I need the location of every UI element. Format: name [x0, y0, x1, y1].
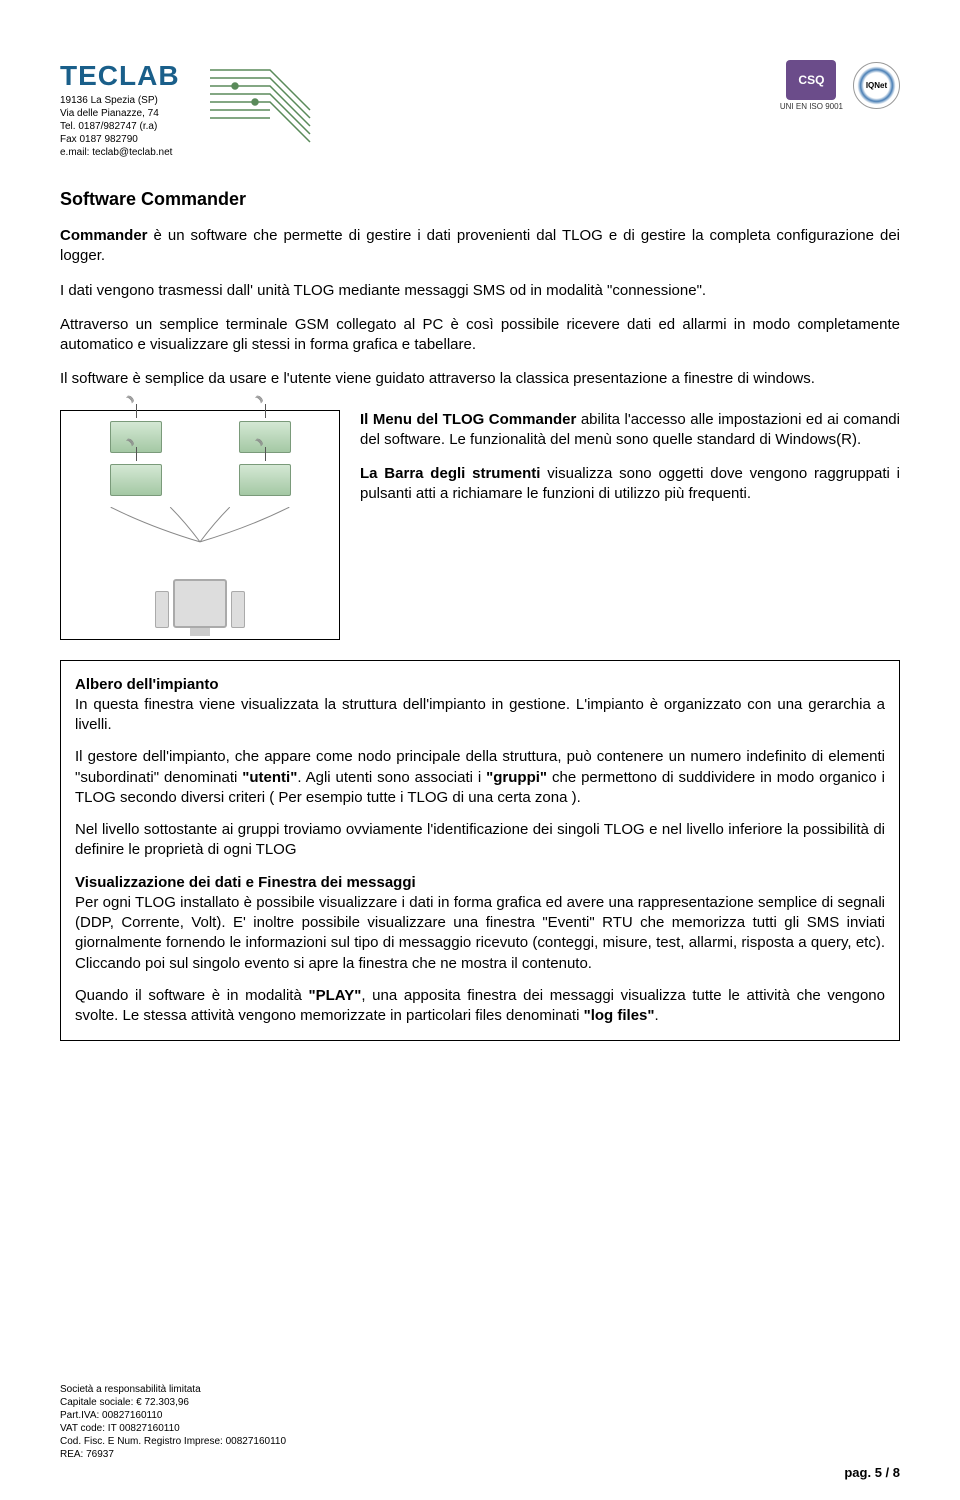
addr-line: 19136 La Spezia (SP)	[60, 94, 180, 107]
mid-text: Il Menu del TLOG Commander abilita l'acc…	[360, 410, 900, 640]
lead: La Barra degli strumenti	[360, 465, 540, 482]
header: TECLAB 19136 La Spezia (SP) Via delle Pi…	[60, 60, 900, 159]
page: TECLAB 19136 La Spezia (SP) Via delle Pi…	[0, 0, 960, 1500]
footer-line: VAT code: IT 00827160110	[60, 1422, 900, 1435]
footer: Società a responsabilità limitata Capita…	[60, 1383, 900, 1480]
sect-head: Albero dell'impianto	[75, 676, 219, 693]
intro-para: Il software è semplice da usare e l'uten…	[60, 369, 900, 389]
bold-term: "utenti"	[242, 769, 297, 786]
footer-line: Part.IVA: 00827160110	[60, 1409, 900, 1422]
footer-line: Cod. Fisc. E Num. Registro Imprese: 0082…	[60, 1435, 900, 1448]
tlog-device-icon	[239, 464, 291, 496]
lead: Commander	[60, 227, 148, 244]
box-para: Quando il software è in modalità "PLAY",…	[75, 986, 885, 1027]
page-number: pag. 5 / 8	[60, 1465, 900, 1480]
iso-label: UNI EN ISO 9001	[780, 102, 843, 111]
para-text: Nel livello sottostante ai gruppi trovia…	[75, 821, 885, 858]
intro-para: Commander è un software che permette di …	[60, 226, 900, 267]
para-text: Quando il software è in modalità	[75, 987, 308, 1004]
signal-lines-icon	[71, 507, 329, 547]
speaker-icon	[155, 591, 169, 628]
devices-row-top	[71, 421, 329, 453]
header-left: TECLAB 19136 La Spezia (SP) Via delle Pi…	[60, 60, 330, 159]
page-title: Software Commander	[60, 189, 900, 210]
addr-line: Tel. 0187/982747 (r.a)	[60, 120, 180, 133]
para-text: . Agli utenti sono associati i	[297, 769, 486, 786]
csq-badge-icon: CSQ	[786, 60, 836, 100]
computer-icon	[150, 558, 250, 628]
para-text: Attraverso un semplice terminale GSM col…	[60, 316, 900, 353]
company-logo: TECLAB	[60, 60, 180, 92]
footer-line: Capitale sociale: € 72.303,96	[60, 1396, 900, 1409]
addr-line: Via delle Pianazze, 74	[60, 107, 180, 120]
monitor-icon	[173, 579, 227, 628]
info-box: Albero dell'impianto In questa finestra …	[60, 660, 900, 1042]
header-graphic-icon	[200, 60, 330, 150]
intro-para: Attraverso un semplice terminale GSM col…	[60, 315, 900, 356]
para-text: .	[655, 1007, 659, 1024]
para-text: Il software è semplice da usare e l'uten…	[60, 370, 815, 387]
addr-line: e.mail: teclab@teclab.net	[60, 146, 180, 159]
bold-term: "PLAY"	[308, 987, 361, 1004]
para-text: è un software che permette di gestire i …	[60, 227, 900, 264]
footer-line: Società a responsabilità limitata	[60, 1383, 900, 1396]
bold-term: "log files"	[584, 1007, 655, 1024]
box-para: Nel livello sottostante ai gruppi trovia…	[75, 820, 885, 861]
tlog-device-icon	[110, 464, 162, 496]
logo-block: TECLAB 19136 La Spezia (SP) Via delle Pi…	[60, 60, 180, 159]
para-text: Per ogni TLOG installato è possibile vis…	[75, 894, 885, 972]
lead: Il Menu del TLOG Commander	[360, 411, 576, 428]
para-text: In questa finestra viene visualizzata la…	[75, 696, 885, 733]
para-text: I dati vengono trasmessi dall' unità TLO…	[60, 282, 706, 299]
footer-line: REA: 76937	[60, 1448, 900, 1461]
cert-logos: CSQ UNI EN ISO 9001 IQNet	[780, 60, 900, 111]
speaker-icon	[231, 591, 245, 628]
addr-line: Fax 0187 982790	[60, 133, 180, 146]
mid-section: Il Menu del TLOG Commander abilita l'acc…	[60, 410, 900, 640]
system-diagram	[60, 410, 340, 640]
bold-term: "gruppi"	[486, 769, 547, 786]
box-para: Il gestore dell'impianto, che appare com…	[75, 747, 885, 808]
box-para: Visualizzazione dei dati e Finestra dei …	[75, 873, 885, 974]
intro-para: I dati vengono trasmessi dall' unità TLO…	[60, 281, 900, 301]
mid-para: La Barra degli strumenti visualizza sono…	[360, 464, 900, 505]
box-para: Albero dell'impianto In questa finestra …	[75, 675, 885, 736]
footer-info: Società a responsabilità limitata Capita…	[60, 1383, 900, 1461]
mid-para: Il Menu del TLOG Commander abilita l'acc…	[360, 410, 900, 451]
csq-cert: CSQ UNI EN ISO 9001	[780, 60, 843, 111]
iqnet-badge-icon: IQNet	[853, 62, 900, 109]
company-address: 19136 La Spezia (SP) Via delle Pianazze,…	[60, 94, 180, 159]
devices-row-bottom	[71, 464, 329, 496]
sect-head: Visualizzazione dei dati e Finestra dei …	[75, 874, 416, 891]
